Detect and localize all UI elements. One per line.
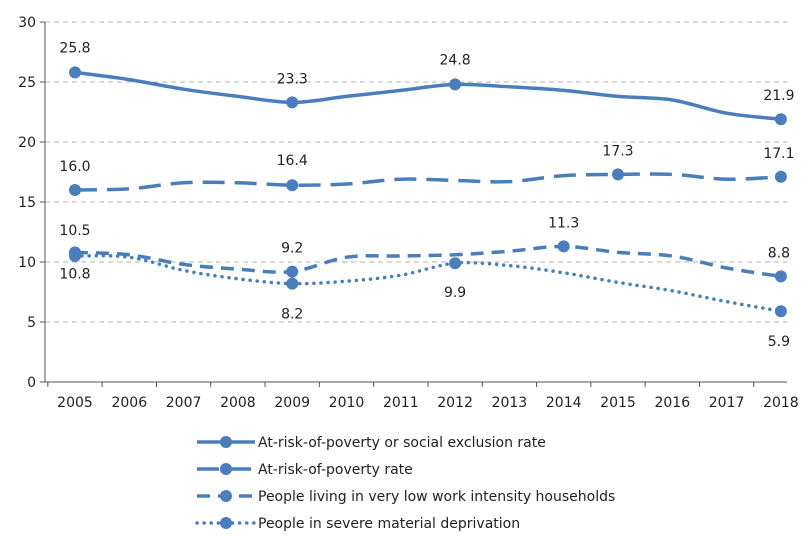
data-label: 25.8 bbox=[59, 40, 90, 56]
legend-label-2: At-risk-of-poverty rate bbox=[258, 462, 413, 478]
y-tick-label: 10 bbox=[18, 255, 36, 271]
data-label: 8.2 bbox=[281, 307, 303, 323]
y-tick-label: 25 bbox=[18, 75, 36, 91]
x-tick-label: 2012 bbox=[437, 395, 473, 411]
y-tick-label: 0 bbox=[27, 375, 36, 391]
data-label: 9.9 bbox=[444, 285, 466, 301]
series-line-2 bbox=[74, 172, 781, 192]
x-tick-label: 2011 bbox=[383, 395, 419, 411]
x-tick-label: 2013 bbox=[492, 395, 528, 411]
data-point bbox=[774, 113, 787, 126]
data-point bbox=[774, 270, 787, 283]
x-tick-label: 2005 bbox=[57, 395, 93, 411]
x-tick-label: 2007 bbox=[166, 395, 202, 411]
y-tick-label: 5 bbox=[27, 315, 36, 331]
x-tick-label: 2017 bbox=[709, 395, 745, 411]
legend-label-1: At-risk-of-poverty or social exclusion r… bbox=[258, 435, 546, 451]
data-label: 17.3 bbox=[602, 143, 633, 159]
legend-marker bbox=[220, 463, 232, 475]
data-point bbox=[286, 179, 299, 192]
x-tick-label: 2008 bbox=[220, 395, 256, 411]
data-label: 17.1 bbox=[763, 146, 794, 162]
x-tick-label: 2018 bbox=[763, 395, 799, 411]
y-tick-label: 30 bbox=[18, 15, 36, 31]
series-line-1 bbox=[74, 70, 782, 121]
data-label: 24.8 bbox=[440, 52, 471, 68]
x-tick-label: 2010 bbox=[329, 395, 365, 411]
x-tick-label: 2009 bbox=[274, 395, 310, 411]
data-label: 10.5 bbox=[59, 223, 90, 239]
series-line-3 bbox=[74, 244, 782, 279]
data-point bbox=[286, 265, 299, 278]
legend-label-4: People in severe material deprivation bbox=[258, 516, 520, 532]
data-label: 11.3 bbox=[548, 215, 579, 231]
data-point bbox=[286, 277, 299, 290]
data-label: 9.2 bbox=[281, 241, 303, 257]
data-point bbox=[69, 66, 81, 79]
legend-marker bbox=[220, 517, 232, 529]
data-point bbox=[557, 240, 570, 253]
series-line-4 bbox=[73, 254, 783, 313]
data-label: 21.9 bbox=[763, 88, 794, 104]
x-tick-label: 2016 bbox=[654, 395, 690, 411]
legend-marker bbox=[220, 436, 232, 448]
data-label: 16.0 bbox=[59, 159, 90, 175]
y-tick-label: 20 bbox=[18, 135, 36, 151]
legend-label-3: People living in very low work intensity… bbox=[258, 489, 615, 505]
data-label: 5.9 bbox=[768, 334, 790, 350]
x-tick-label: 2015 bbox=[600, 395, 636, 411]
y-tick-label: 15 bbox=[18, 195, 36, 211]
x-tick-label: 2006 bbox=[111, 395, 147, 411]
x-tick-label: 2014 bbox=[546, 395, 582, 411]
data-point bbox=[69, 184, 81, 196]
data-point bbox=[449, 257, 462, 270]
data-point bbox=[774, 170, 787, 183]
data-label: 16.4 bbox=[277, 153, 308, 169]
data-label: 23.3 bbox=[277, 71, 308, 87]
data-point bbox=[449, 78, 462, 91]
data-point bbox=[774, 305, 787, 318]
legend-marker bbox=[220, 490, 232, 502]
data-point bbox=[612, 168, 624, 181]
data-point bbox=[286, 96, 299, 109]
data-point bbox=[69, 250, 81, 262]
data-label: 10.8 bbox=[59, 266, 90, 282]
data-label: 8.8 bbox=[768, 245, 790, 261]
